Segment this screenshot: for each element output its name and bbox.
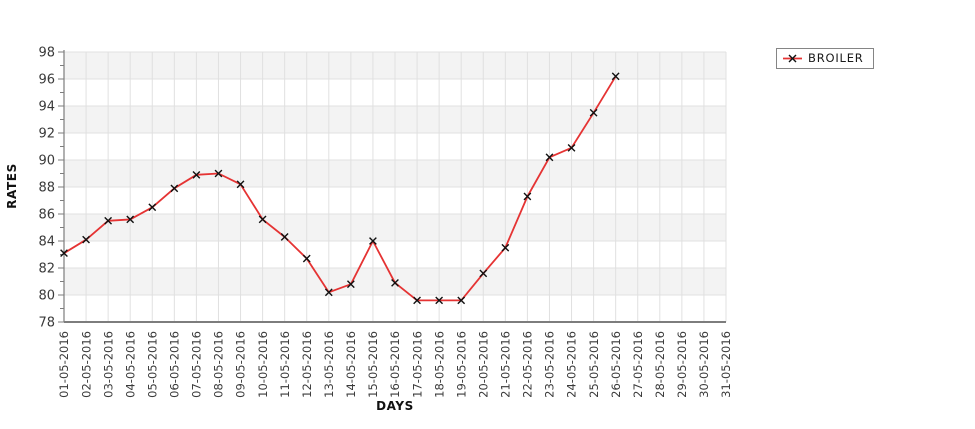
data-point-marker[interactable]: [126, 215, 135, 224]
data-point-marker[interactable]: [435, 296, 444, 305]
data-point-marker[interactable]: [501, 243, 510, 252]
x-tick-label: 05-05-2016: [145, 331, 159, 398]
x-tick-label: 13-05-2016: [322, 331, 336, 398]
x-tick-label: 12-05-2016: [300, 331, 314, 398]
legend-label: BROILER: [808, 51, 864, 66]
y-tick-label: 90: [38, 154, 55, 169]
x-tick-label: 26-05-2016: [609, 331, 623, 398]
x-tick-label: 01-05-2016: [57, 331, 71, 398]
y-tick-label: 86: [38, 208, 55, 223]
data-point-marker[interactable]: [611, 72, 620, 81]
data-point-marker[interactable]: [391, 278, 399, 287]
data-point-marker[interactable]: [302, 254, 311, 263]
x-tick-label: 07-05-2016: [190, 331, 204, 398]
data-point-marker[interactable]: [170, 184, 179, 193]
x-tick-label: 24-05-2016: [565, 331, 579, 398]
series-line-marker-icon: [783, 53, 802, 64]
legend: BROILER: [776, 48, 874, 69]
x-tick-label: 30-05-2016: [697, 331, 711, 398]
x-tick-label: 06-05-2016: [168, 331, 182, 398]
legend-item-broiler[interactable]: BROILER: [783, 52, 864, 65]
x-tick-label: 27-05-2016: [631, 331, 645, 398]
x-tick-label: 14-05-2016: [344, 331, 358, 398]
y-tick-label: 78: [38, 316, 55, 331]
data-point-marker[interactable]: [413, 296, 421, 305]
x-tick-label: 10-05-2016: [256, 331, 270, 398]
data-point-marker[interactable]: [60, 249, 68, 258]
data-point-marker[interactable]: [523, 192, 532, 201]
x-tick-label: 11-05-2016: [278, 331, 292, 398]
data-point-marker[interactable]: [589, 108, 598, 117]
data-point-marker[interactable]: [324, 288, 333, 297]
y-tick-label: 92: [38, 127, 55, 142]
x-tick-label: 03-05-2016: [101, 331, 115, 398]
x-tick-label: 20-05-2016: [476, 331, 490, 398]
data-point-marker[interactable]: [258, 215, 267, 224]
y-tick-label: 80: [38, 289, 55, 304]
series-line: [63, 75, 617, 302]
data-point-marker[interactable]: [214, 169, 223, 178]
y-tick-label: 84: [38, 235, 55, 250]
x-tick-label: 21-05-2016: [499, 331, 513, 398]
y-tick-label: 94: [38, 100, 55, 115]
y-tick-label: 98: [38, 46, 55, 61]
data-point-marker[interactable]: [545, 153, 554, 162]
x-tick-label: 29-05-2016: [675, 331, 689, 398]
x-tick-label: 31-05-2016: [719, 331, 733, 398]
y-tick-label: 96: [38, 73, 55, 88]
x-tick-label: 16-05-2016: [388, 331, 402, 398]
x-tick-label: 19-05-2016: [454, 331, 468, 398]
x-tick-label: 23-05-2016: [543, 331, 557, 398]
x-axis-title: DAYS: [376, 399, 414, 413]
x-tick-label: 22-05-2016: [521, 331, 535, 398]
x-tick-label: 17-05-2016: [410, 331, 424, 398]
data-point-marker[interactable]: [192, 170, 201, 179]
data-point-marker[interactable]: [82, 235, 90, 244]
x-tick-label: 02-05-2016: [79, 331, 93, 398]
data-point-marker[interactable]: [457, 296, 466, 305]
data-point-marker[interactable]: [148, 203, 157, 212]
data-point-marker[interactable]: [479, 269, 488, 278]
y-tick-label: 82: [38, 262, 55, 277]
data-point-marker[interactable]: [236, 180, 245, 189]
x-tick-label: 04-05-2016: [123, 331, 137, 398]
x-tick-label: 09-05-2016: [234, 331, 248, 398]
x-tick-label: 18-05-2016: [432, 331, 446, 398]
x-tick-label: 28-05-2016: [653, 331, 667, 398]
y-axis-title: RATES: [5, 163, 19, 209]
data-point-marker[interactable]: [104, 216, 113, 225]
data-point-marker[interactable]: [369, 237, 377, 245]
x-tick-label: 25-05-2016: [587, 331, 601, 398]
x-tick-label: 15-05-2016: [366, 331, 380, 398]
data-point-marker[interactable]: [567, 143, 576, 152]
y-tick-label: 88: [38, 181, 55, 196]
data-point-marker[interactable]: [280, 233, 289, 241]
data-point-marker[interactable]: [346, 280, 355, 289]
x-tick-label: 08-05-2016: [212, 331, 226, 398]
